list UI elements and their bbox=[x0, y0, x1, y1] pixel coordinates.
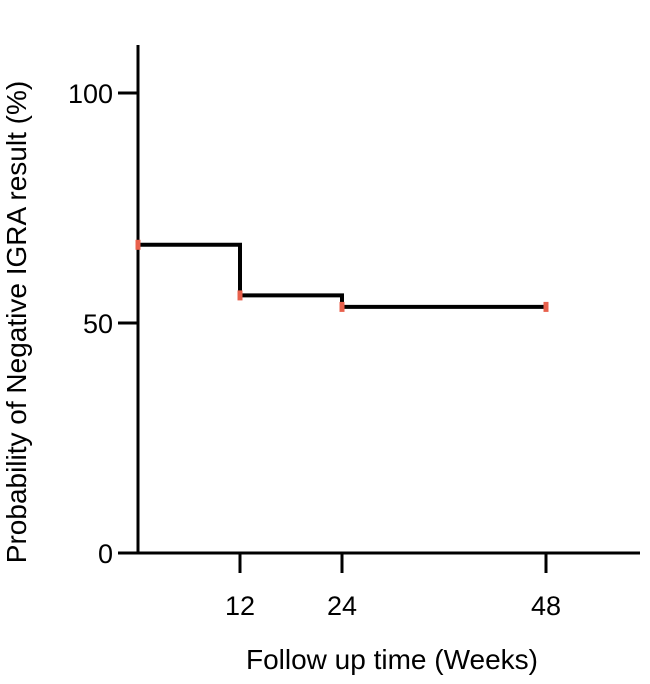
y-tick-label: 50 bbox=[83, 309, 113, 339]
censor-marks bbox=[135, 239, 549, 312]
y-tick-label: 100 bbox=[68, 79, 113, 109]
series-step-line bbox=[138, 242, 546, 309]
x-ticks: 12 24 48 bbox=[225, 553, 561, 621]
censor-mark bbox=[543, 301, 549, 312]
x-axis-title: Follow up time (Weeks) bbox=[246, 644, 538, 675]
x-tick-label: 24 bbox=[327, 591, 357, 621]
censor-mark bbox=[237, 290, 243, 301]
x-tick-label: 12 bbox=[225, 591, 255, 621]
censor-mark bbox=[339, 301, 345, 312]
x-tick-label: 48 bbox=[531, 591, 561, 621]
censor-mark bbox=[135, 239, 141, 250]
y-ticks: 0 50 100 bbox=[68, 79, 138, 569]
y-axis-title: Probability of Negative IGRA result (%) bbox=[1, 81, 32, 563]
plot-area: 0 50 100 12 24 48 bbox=[68, 45, 640, 621]
y-tick-label: 0 bbox=[98, 539, 113, 569]
